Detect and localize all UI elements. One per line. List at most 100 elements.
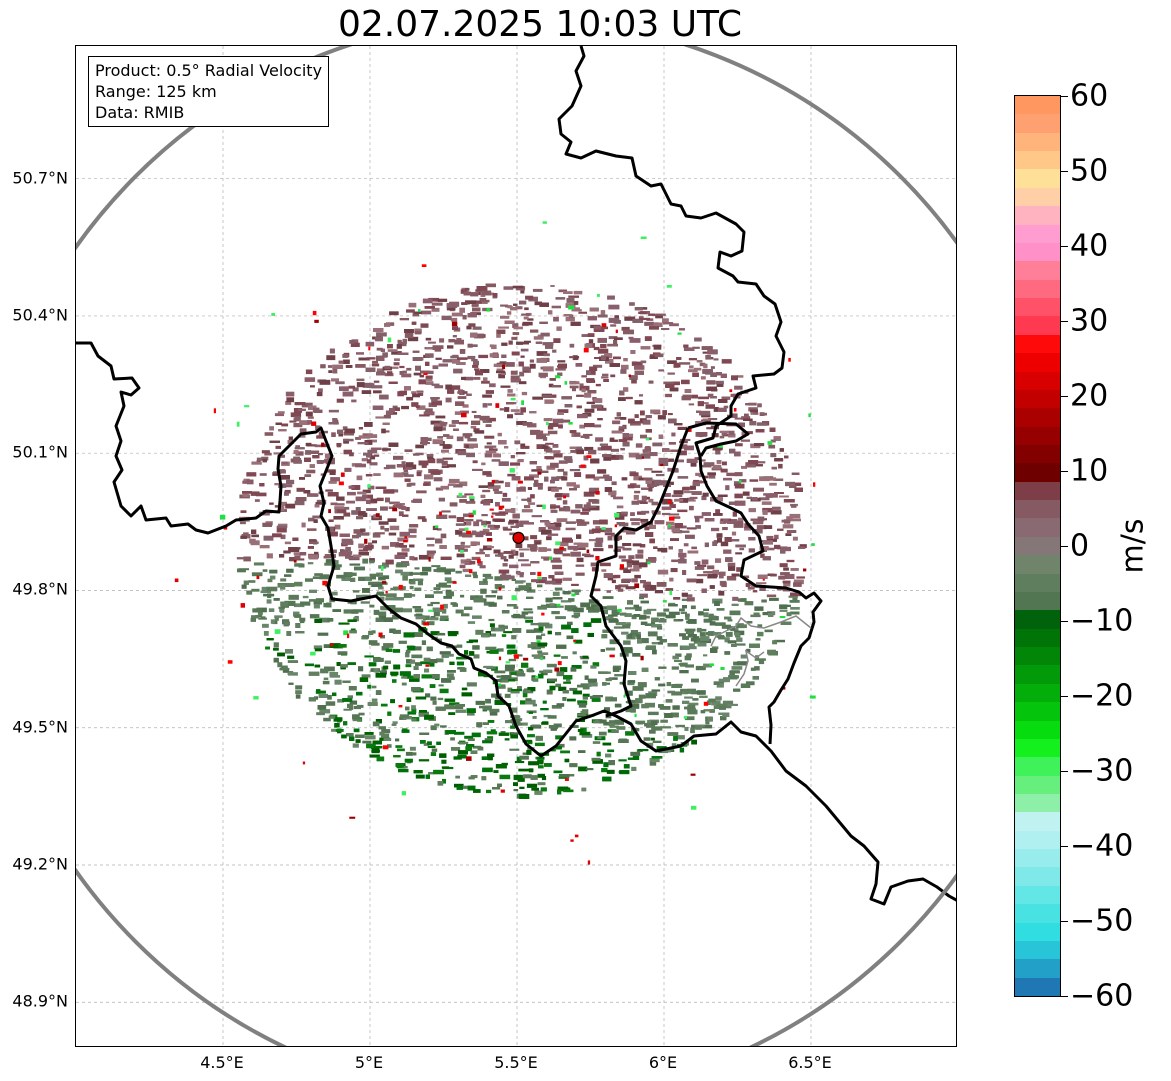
border-line-north: [557, 46, 823, 745]
colorbar-segment: [1015, 646, 1060, 666]
colorbar-segment: [1015, 738, 1060, 758]
colorbar-segment: [1015, 940, 1060, 960]
lon-label: 6.5°E: [788, 1053, 832, 1072]
lon-label: 4.5°E: [200, 1053, 244, 1072]
colorbar-segment: [1015, 297, 1060, 317]
info-data-source: Data: RMIB: [95, 103, 185, 122]
colorbar-tick-mark: [1061, 996, 1068, 997]
colorbar-segment: [1015, 224, 1060, 243]
colorbar-segment: [1015, 407, 1060, 427]
colorbar-tick-label: −60: [1070, 978, 1134, 1014]
colorbar-segment: [1015, 279, 1060, 299]
lat-label: 50.4°N: [12, 305, 68, 325]
radar-map-canvas: [76, 46, 956, 1046]
colorbar-segment: [1015, 389, 1060, 409]
colorbar-segment: [1015, 426, 1060, 445]
colorbar-segment: [1015, 481, 1060, 501]
radar-echoes: [174, 221, 816, 865]
colorbar-unit-label: m/s: [1115, 518, 1151, 574]
colorbar-segment: [1015, 885, 1060, 905]
colorbar-tick-label: −20: [1070, 678, 1134, 714]
colorbar-segment: [1015, 517, 1060, 537]
colorbar-segment: [1015, 150, 1060, 170]
colorbar-segment: [1015, 719, 1060, 739]
colorbar-segment: [1015, 701, 1060, 721]
colorbar-segment: [1015, 775, 1060, 794]
lat-label: 50.1°N: [12, 442, 68, 462]
colorbar-segment: [1015, 664, 1060, 684]
colorbar-tick-label: 30: [1070, 303, 1109, 339]
colorbar-segment: [1015, 756, 1060, 776]
lon-label: 5.5°E: [494, 1053, 538, 1072]
colorbar-segment: [1015, 866, 1060, 886]
colorbar-tick-label: 50: [1070, 153, 1109, 189]
colorbar-segment: [1015, 334, 1060, 354]
lat-label: 49.2°N: [12, 854, 68, 874]
colorbar-segment: [1015, 96, 1060, 115]
colorbar-segment: [1015, 811, 1060, 831]
colorbar-tick-mark: [1061, 321, 1068, 322]
colorbar-segment: [1015, 205, 1060, 225]
colorbar-tick-mark: [1061, 171, 1068, 172]
colorbar-tick-mark: [1061, 546, 1068, 547]
border-line-lux-north: [687, 421, 750, 457]
velocity-colorbar: [1014, 95, 1061, 997]
colorbar-segment: [1015, 536, 1060, 556]
colorbar-segment: [1015, 554, 1060, 574]
lat-label: 49.5°N: [12, 717, 68, 737]
colorbar-segment: [1015, 187, 1060, 207]
colorbar-segment: [1015, 462, 1060, 482]
colorbar-segment: [1015, 315, 1060, 335]
colorbar-tick-mark: [1061, 921, 1068, 922]
colorbar-segment: [1015, 370, 1060, 390]
border-line-west: [76, 341, 956, 906]
colorbar-segment: [1015, 242, 1060, 262]
lat-label: 48.9°N: [12, 991, 68, 1011]
colorbar-segment: [1015, 977, 1060, 996]
map-title: 02.07.2025 10:03 UTC: [337, 4, 743, 45]
colorbar-tick-label: 60: [1070, 78, 1109, 114]
colorbar-tick-mark: [1061, 771, 1068, 772]
colorbar-tick-label: 20: [1070, 378, 1109, 414]
lat-label: 50.7°N: [12, 168, 68, 188]
colorbar-segment: [1015, 903, 1060, 923]
colorbar-segment: [1015, 352, 1060, 372]
colorbar-segment: [1015, 921, 1060, 941]
info-product: Product: 0.5° Radial Velocity: [95, 61, 323, 80]
colorbar-segment: [1015, 499, 1060, 519]
colorbar-tick-mark: [1061, 621, 1068, 622]
colorbar-segment: [1015, 609, 1060, 629]
colorbar-segment: [1015, 628, 1060, 648]
colorbar-tick-mark: [1061, 696, 1068, 697]
info-range: Range: 125 km: [95, 82, 217, 101]
lon-label: 5°E: [354, 1053, 384, 1072]
colorbar-segment: [1015, 572, 1060, 592]
country-borders: [76, 46, 956, 906]
colorbar-tick-mark: [1061, 846, 1068, 847]
colorbar-segment: [1015, 132, 1060, 152]
colorbar-tick-mark: [1061, 471, 1068, 472]
colorbar-tick-label: −50: [1070, 903, 1134, 939]
colorbar-tick-mark: [1061, 96, 1068, 97]
radar-site-marker: [512, 531, 525, 544]
province-borders: [710, 615, 812, 687]
border-line-lux: [589, 427, 690, 718]
colorbar-segment: [1015, 113, 1060, 133]
colorbar-segment: [1015, 591, 1060, 611]
colorbar-segment: [1015, 848, 1060, 868]
colorbar-tick-mark: [1061, 246, 1068, 247]
colorbar-tick-label: −30: [1070, 753, 1134, 789]
colorbar-segment: [1015, 260, 1060, 280]
colorbar-tick-mark: [1061, 396, 1068, 397]
colorbar-tick-label: 0: [1070, 528, 1090, 564]
radar-map[interactable]: [75, 45, 957, 1047]
colorbar-segment: [1015, 168, 1060, 188]
product-info-box: Product: 0.5° Radial Velocity Range: 125…: [88, 56, 330, 127]
colorbar-tick-label: −40: [1070, 828, 1134, 864]
colorbar-segment: [1015, 444, 1060, 464]
colorbar-tick-label: 10: [1070, 453, 1109, 489]
lat-label: 49.8°N: [12, 579, 68, 599]
colorbar-segment: [1015, 830, 1060, 850]
colorbar-segment: [1015, 958, 1060, 978]
colorbar-segment: [1015, 683, 1060, 703]
